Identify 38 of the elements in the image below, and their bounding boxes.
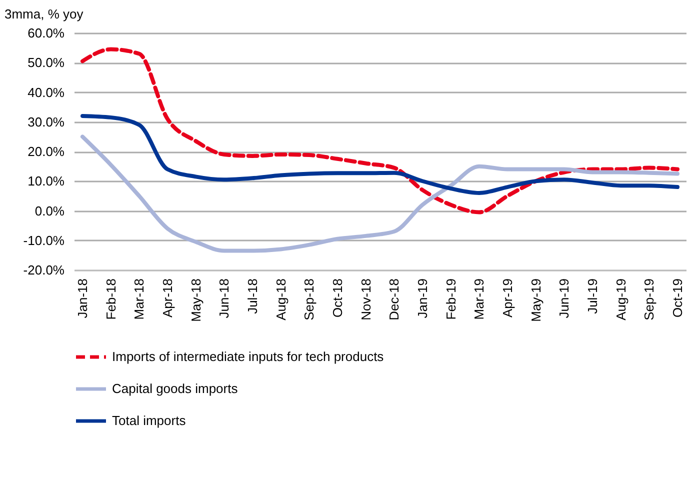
y-tick-label: 60.0%	[28, 26, 65, 40]
legend-label: Capital goods imports	[112, 381, 238, 396]
x-tick-label: Aug-18	[273, 278, 288, 320]
x-tick-label: Nov-18	[358, 278, 374, 320]
x-tick-label: Mar-18	[132, 278, 147, 320]
y-tick-label: 40.0%	[28, 84, 65, 100]
x-tick-label: Jul-18	[245, 278, 260, 314]
x-tick-label: Apr-18	[160, 278, 175, 318]
x-tick-label: Feb-18	[103, 278, 118, 320]
x-tick-label: Jan-18	[75, 278, 90, 318]
x-tick-label: Jun-19	[556, 278, 572, 318]
x-tick-label: Oct-18	[330, 278, 345, 318]
x-tick-label: Aug-19	[613, 278, 628, 320]
y-tick-label: -20.0%	[23, 262, 65, 278]
legend-label: Imports of intermediate inputs for tech products	[112, 349, 384, 364]
x-tick-label: Mar-19	[472, 278, 487, 320]
x-tick-label: Apr-19	[500, 278, 515, 318]
x-tick-label: Sep-18	[302, 278, 317, 320]
y-axis-title: 3mma, % yoy	[4, 6, 84, 22]
x-tick-label: Dec-18	[386, 278, 402, 320]
x-tick-label: Sep-19	[642, 278, 657, 320]
legend-label: Total imports	[112, 413, 186, 428]
x-tick-label: May-18	[188, 278, 204, 322]
y-tick-label: 50.0%	[28, 55, 65, 70]
x-tick-label: Jun-18	[216, 278, 232, 318]
y-tick-label: 30.0%	[28, 114, 65, 130]
line-series	[80, 47, 680, 214]
line-series	[80, 114, 680, 195]
y-tick-label: 20.0%	[28, 144, 65, 159]
x-tick-label: May-19	[528, 278, 544, 322]
x-tick-label: Jul-19	[585, 278, 600, 314]
x-tick-label: Oct-19	[670, 278, 685, 318]
y-tick-label: -10.0%	[23, 232, 65, 248]
y-tick-label: 10.0%	[28, 174, 65, 189]
x-tick-label: Feb-19	[443, 278, 458, 320]
line-series	[80, 134, 680, 253]
x-tick-label: Jan-19	[415, 278, 430, 318]
y-tick-label: 0.0%	[34, 203, 65, 218]
